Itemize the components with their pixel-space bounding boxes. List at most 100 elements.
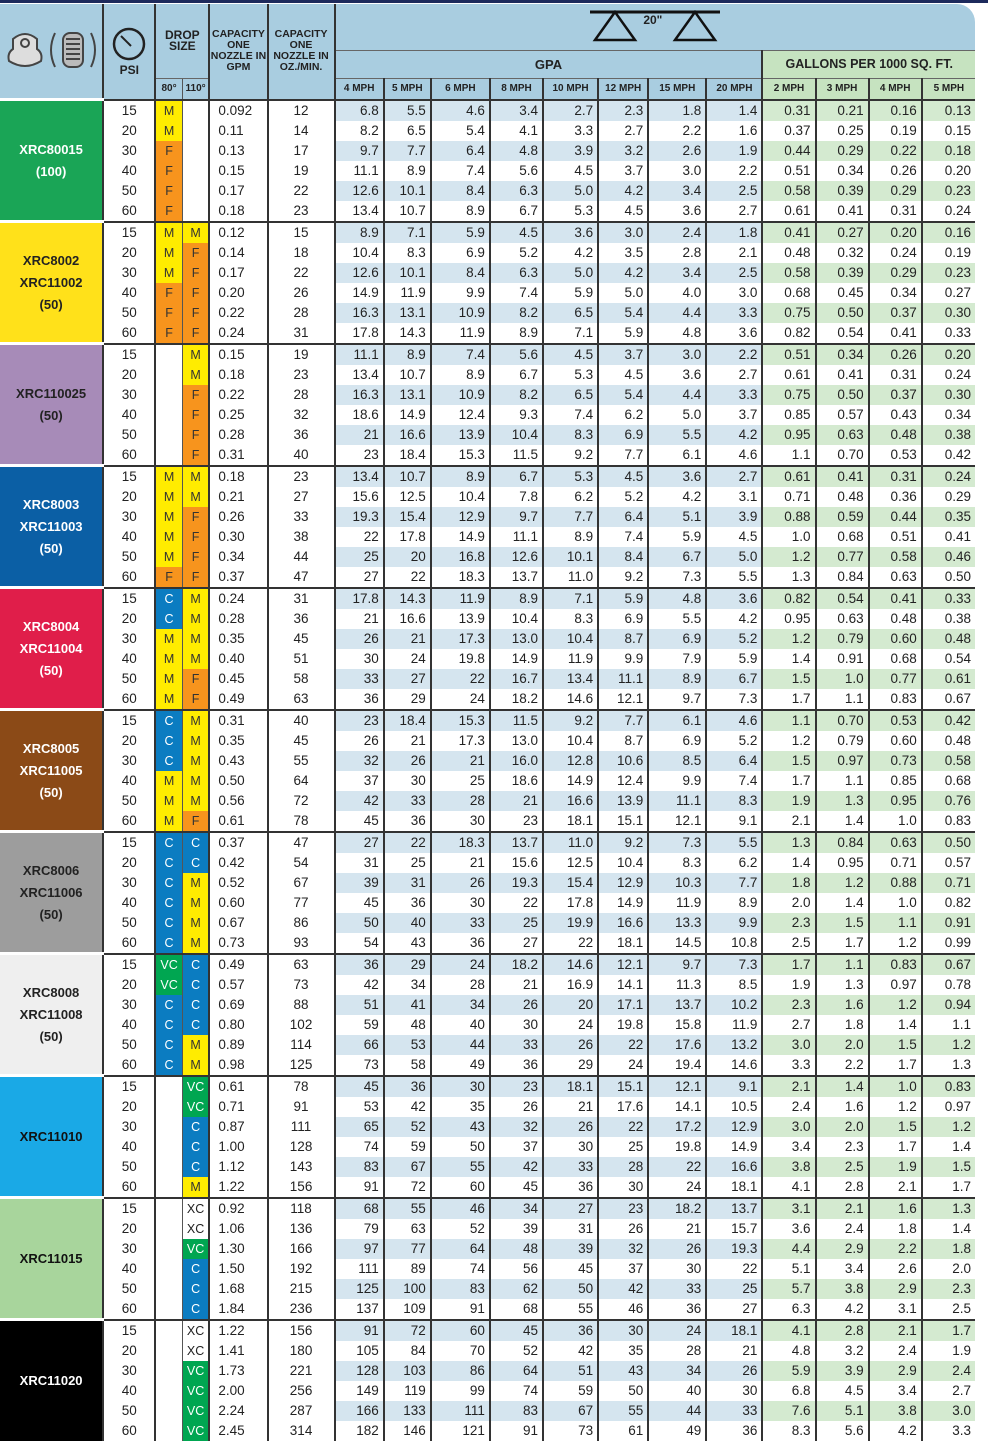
drop-size-80-cell: F xyxy=(154,282,183,303)
gpa-cell: 72 xyxy=(382,1318,431,1341)
gpa-cell: 3.1 xyxy=(705,486,763,507)
nozzle-model-label: XRC11010 xyxy=(0,1074,104,1198)
gpa-cell: 15.7 xyxy=(705,1218,763,1239)
drop-size-110-cell: F xyxy=(181,262,210,283)
gpa-cell: 77 xyxy=(382,1238,431,1259)
psi-cell: 50 xyxy=(102,1034,156,1055)
gpa-cell: 45 xyxy=(488,1318,544,1341)
gal-1000-cell: 1.5 xyxy=(814,912,869,933)
gal-1000-cell: 0.23 xyxy=(920,262,975,283)
capacity-gpm-cell: 0.37 xyxy=(208,830,268,853)
gpa-cell: 3.6 xyxy=(542,220,599,243)
capacity-oz-cell: 45 xyxy=(266,628,335,649)
gal-1000-cell: 0.95 xyxy=(814,852,869,873)
gpa-cell: 7.4 xyxy=(542,404,599,425)
psi-cell: 30 xyxy=(102,1238,156,1259)
gpa-cell: 19.8 xyxy=(647,1136,707,1157)
gpa-cell: 5.4 xyxy=(597,302,649,323)
nozzle-model-name: XRC8006 xyxy=(22,862,80,878)
gpa-cell: 8.9 xyxy=(382,342,431,365)
drop-size-110-cell: M xyxy=(181,932,210,954)
capacity-oz-cell: 256 xyxy=(266,1380,335,1401)
gal-1000-cell: 0.31 xyxy=(867,364,922,385)
drop-size-110-cell: C xyxy=(181,1278,210,1299)
drop-size-110-cell: F xyxy=(181,404,210,425)
gpa-cell: 55 xyxy=(597,1400,649,1421)
gal-1000-cell: 1.2 xyxy=(920,1034,975,1055)
gal-1000-cell: 0.71 xyxy=(920,872,975,893)
nozzle-model-label: XRC8004 XRC11004 (50) xyxy=(0,586,104,710)
gal-1000-cell: 0.30 xyxy=(920,302,975,323)
gal-1000-cell: 0.71 xyxy=(761,486,816,507)
gpa-cell: 19.3 xyxy=(333,506,384,527)
gal-1000-cell: 2.0 xyxy=(761,892,816,913)
gpa-cell: 16.6 xyxy=(382,608,431,629)
psi-cell: 60 xyxy=(102,1176,156,1198)
gpa-cell: 2.8 xyxy=(647,242,707,263)
table-row: 60 F 0.18 23 13.4 10.7 8.9 6.7 5.3 4.5 3.6 2.7 0.61 0… xyxy=(0,200,975,222)
gal-1000-cell: 0.24 xyxy=(867,242,922,263)
drop-size-110-cell: M xyxy=(181,464,210,487)
gpa-cell: 34 xyxy=(382,974,431,995)
gpa-cell: 9.7 xyxy=(333,140,384,161)
gpa-cell: 4.2 xyxy=(705,608,763,629)
gal-1000-cell: 0.71 xyxy=(867,852,922,873)
gpa-cell: 16.0 xyxy=(488,750,544,771)
gal-1000-cell: 0.85 xyxy=(867,770,922,791)
gpa-cell: 60 xyxy=(429,1318,490,1341)
gpa-cell: 9.3 xyxy=(488,404,544,425)
capacity-oz-cell: 221 xyxy=(266,1360,335,1381)
capacity-oz-cell: 128 xyxy=(266,1136,335,1157)
gal-1000-cell: 2.8 xyxy=(814,1318,869,1341)
gal-1000-cell: 2.0 xyxy=(920,1258,975,1279)
gpa-cell: 26 xyxy=(488,994,544,1015)
capacity-gpm-cell: 0.73 xyxy=(208,932,268,954)
gal-1000-cell: 4.5 xyxy=(814,1380,869,1401)
capacity-oz-cell: 58 xyxy=(266,668,335,689)
gal-1000-cell: 3.8 xyxy=(867,1400,922,1421)
gal-1000-cell: 0.97 xyxy=(814,750,869,771)
gpa-cell: 31 xyxy=(382,872,431,893)
drop-size-110-cell: C xyxy=(181,994,210,1015)
gal-1000-cell: 0.58 xyxy=(867,546,922,567)
gpa-cell: 13.7 xyxy=(488,830,544,853)
gpa-cell: 11.1 xyxy=(333,342,384,365)
gpa-cell: 2.2 xyxy=(647,120,707,141)
gal-1000-cell: 0.15 xyxy=(920,120,975,141)
psi-cell: 40 xyxy=(102,892,156,913)
drop-size-header: DROP SIZE xyxy=(154,4,210,78)
capacity-gpm-cell: 0.14 xyxy=(208,242,268,263)
gpa-cell: 17.8 xyxy=(333,586,384,609)
table-row: XRC8008 XRC11008 (50) 15 VC C 0.49 63 36 29 24 18.2… xyxy=(0,952,975,1076)
gpa-cell: 74 xyxy=(333,1136,384,1157)
capacity-oz-cell: 77 xyxy=(266,892,335,913)
gpa-cell: 50 xyxy=(429,1136,490,1157)
drop-size-80-cell: M xyxy=(154,98,183,121)
gpa-cell: 40 xyxy=(382,912,431,933)
gal-1000-cell: 0.85 xyxy=(761,404,816,425)
gal-1000-cell: 0.63 xyxy=(814,608,869,629)
capacity-gpm-cell: 1.73 xyxy=(208,1360,268,1381)
gpa-cell: 21 xyxy=(333,608,384,629)
gpa-cell: 4.8 xyxy=(647,322,707,344)
gal-1000-cell: 1.7 xyxy=(761,952,816,975)
capacity-gpm-cell: 0.49 xyxy=(208,688,268,710)
gpa-cell: 28 xyxy=(647,1340,707,1361)
gal-1000-cell: 0.51 xyxy=(867,526,922,547)
gal-1000-cell: 0.53 xyxy=(867,708,922,731)
drop-size-80-cell: M xyxy=(154,546,183,567)
gal-1000-cell: 1.8 xyxy=(761,872,816,893)
gpa-cell: 23 xyxy=(488,1074,544,1097)
gpa-cell: 25 xyxy=(488,912,544,933)
capacity-gpm-cell: 0.28 xyxy=(208,424,268,445)
gpa-cell: 5.4 xyxy=(429,120,490,141)
gal-1000-cell: 2.2 xyxy=(814,1054,869,1076)
gpa-cell: 7.7 xyxy=(382,140,431,161)
gal-1000-cell: 0.37 xyxy=(867,302,922,323)
gpa-cell: 12.9 xyxy=(429,506,490,527)
gpa-cell: 17.1 xyxy=(597,994,649,1015)
gpa-cell: 37 xyxy=(333,770,384,791)
gpa-cell: 8.2 xyxy=(333,120,384,141)
table-row: 20 C M 0.28 36 21 16.6 13.9 10.4 8.3 6.9 5.5 4.2 0.95… xyxy=(0,608,975,629)
gpa-cell: 74 xyxy=(488,1380,544,1401)
